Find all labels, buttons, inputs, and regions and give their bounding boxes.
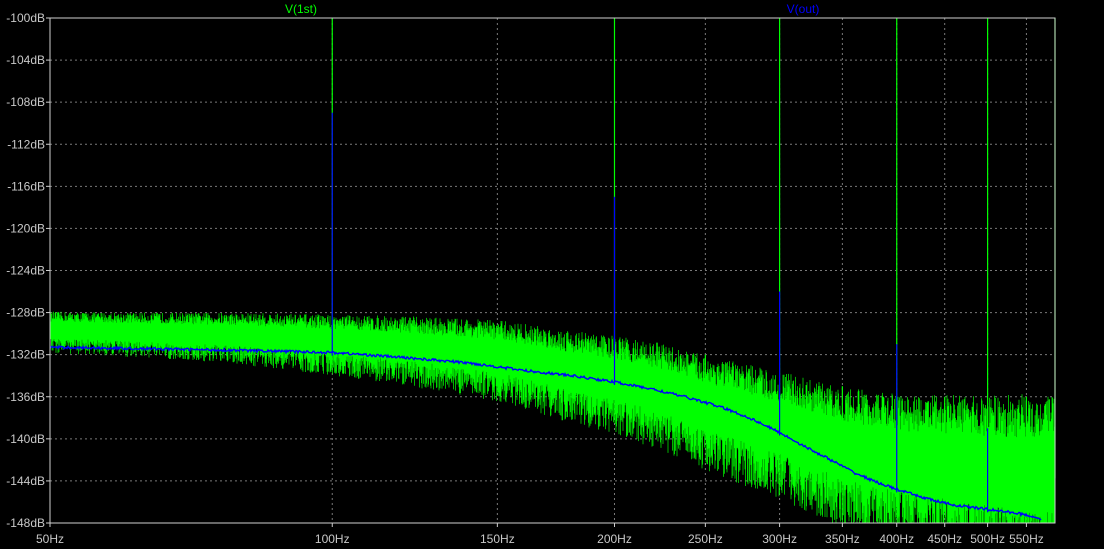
x-tick-label: 100Hz: [315, 532, 350, 546]
y-tick-label: -108dB: [6, 95, 45, 109]
x-tick-label: 50Hz: [36, 532, 64, 546]
y-tick-label: -120dB: [6, 221, 45, 235]
x-tick-label: 250Hz: [688, 532, 723, 546]
x-tick-label: 550Hz: [1009, 532, 1044, 546]
series-vout-line: [49, 344, 1042, 521]
legend-v1st: V(1st): [285, 2, 317, 16]
y-tick-label: -104dB: [6, 53, 45, 67]
x-tick-label: 200Hz: [597, 532, 632, 546]
legend-vout: V(out): [787, 2, 820, 16]
x-tick-label: 450Hz: [927, 532, 962, 546]
y-tick-label: -144dB: [6, 474, 45, 488]
x-tick-label: 300Hz: [762, 532, 797, 546]
x-tick-label: 150Hz: [480, 532, 515, 546]
y-tick-label: -116dB: [7, 179, 45, 193]
x-axis-ticks: 50Hz 100Hz 150Hz 200Hz 250Hz 300Hz 350Hz 400Hz 4…: [36, 523, 1044, 546]
traces: [49, 18, 1056, 523]
x-tick-label: 400Hz: [879, 532, 914, 546]
y-tick-label: -132dB: [6, 348, 45, 362]
x-tick-label: 350Hz: [825, 532, 860, 546]
y-tick-label: -140dB: [6, 432, 45, 446]
y-tick-label: -124dB: [6, 264, 45, 278]
legend: V(1st) V(out): [285, 2, 819, 16]
y-tick-label: -148dB: [6, 516, 45, 530]
y-tick-label: -100dB: [6, 11, 45, 25]
x-tick-label: 500Hz: [970, 532, 1005, 546]
y-tick-label: -136dB: [6, 390, 45, 404]
y-tick-label: -112dB: [7, 137, 45, 151]
y-tick-label: -128dB: [6, 306, 45, 320]
y-axis-ticks: -100dB -104dB -108dB -112dB -116dB -120dB -124…: [6, 11, 50, 530]
